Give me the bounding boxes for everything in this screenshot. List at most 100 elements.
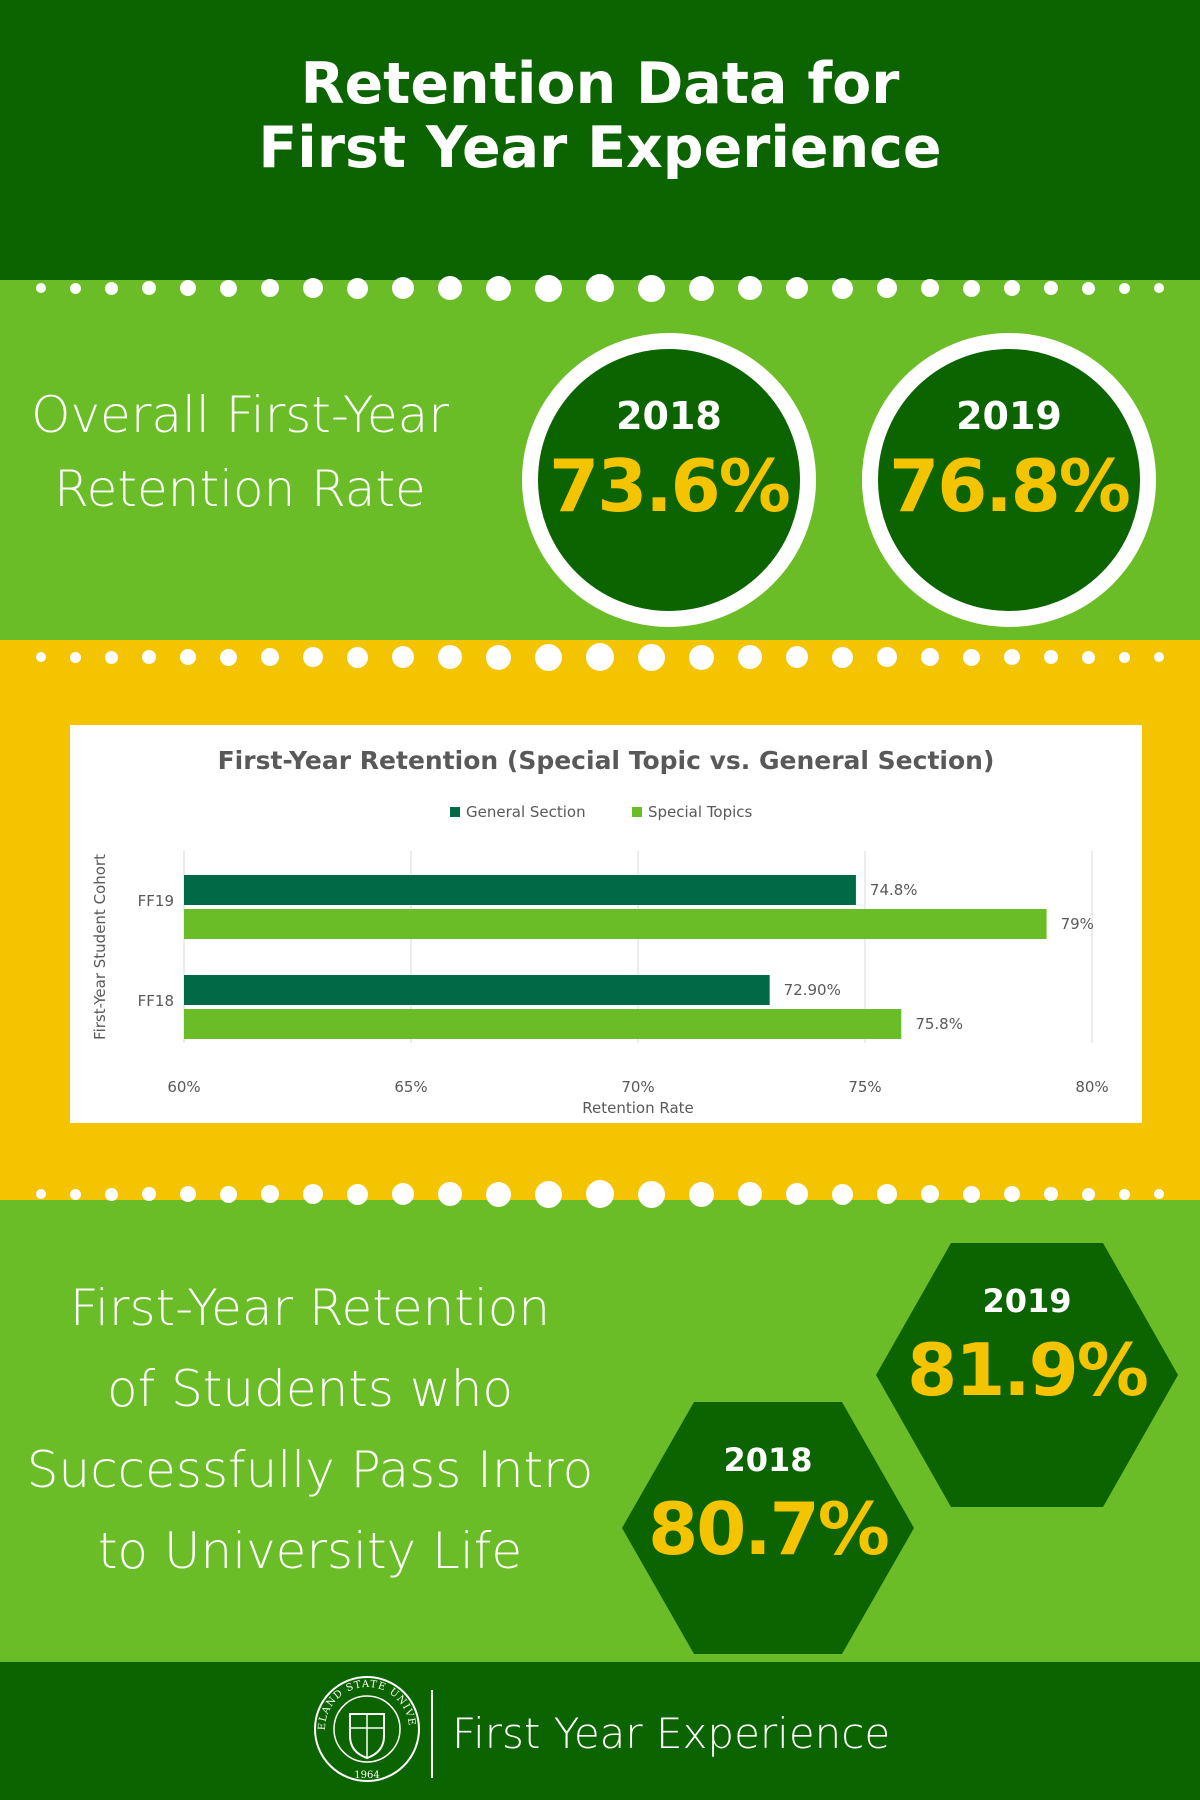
y-tick-label: FF19 <box>138 892 174 910</box>
divider-dot <box>832 277 853 299</box>
divider-dot <box>586 643 614 671</box>
hexagon-text-2019: 2019 81.9% <box>876 1282 1178 1412</box>
divider-dot <box>1082 281 1095 295</box>
stat-value: 73.6% <box>549 444 791 528</box>
divider-dot <box>921 1185 939 1203</box>
data-label: 72.90% <box>784 981 841 999</box>
divider-dot <box>261 279 279 297</box>
divider-dot <box>438 1182 462 1206</box>
page-title: Retention Data for First Year Experience <box>0 52 1200 180</box>
divider-dot <box>786 277 808 299</box>
university-seal-icon: CLEVELAND STATE UNIVERSITY 1964 <box>312 1674 420 1782</box>
data-label: 75.8% <box>915 1015 963 1033</box>
intro-label-line-1: First-Year Retention <box>69 1279 551 1337</box>
divider-dot <box>180 649 196 665</box>
divider-dot <box>963 279 980 297</box>
divider-dot <box>638 274 665 302</box>
divider-dot <box>738 276 762 300</box>
divider-dot <box>1044 650 1058 664</box>
divider-dot <box>36 652 46 662</box>
divider-dot <box>586 274 614 302</box>
intro-label-line-4: to University Life <box>97 1522 523 1580</box>
y-axis-title: First-Year Student Cohort <box>91 854 109 1040</box>
divider-dot <box>220 1185 237 1203</box>
data-label: 79% <box>1061 915 1094 933</box>
divider-dot <box>392 277 414 299</box>
divider-dot <box>1119 651 1130 663</box>
x-tick-label: 75% <box>848 1078 881 1096</box>
divider-dot <box>70 1188 81 1200</box>
legend-swatch <box>632 807 642 817</box>
title-line-1: Retention Data for <box>300 51 900 117</box>
divider-dot <box>303 278 323 298</box>
bar <box>184 909 1047 939</box>
hexagon-text-2018: 2018 80.7% <box>622 1441 914 1571</box>
divider-dot <box>180 1186 196 1202</box>
divider-dot <box>36 283 46 293</box>
header-banner: Retention Data for First Year Experience <box>0 0 1200 280</box>
hexagon-shape <box>876 1243 1178 1507</box>
intro-label-line-3: Successfully Pass Intro <box>26 1441 594 1499</box>
divider-dot <box>261 648 279 666</box>
divider-dot <box>36 1189 46 1199</box>
data-label: 74.8% <box>870 881 918 899</box>
legend-swatch <box>450 807 460 817</box>
x-axis-title: Retention Rate <box>582 1099 694 1117</box>
intro-retention-label: First-Year Retention of Students who Suc… <box>0 1268 620 1592</box>
divider-dot <box>877 647 897 667</box>
divider-dot <box>303 1184 323 1204</box>
retention-bar-chart: First-Year Retention (Special Topic vs. … <box>91 746 1109 1117</box>
divider-dot <box>877 278 897 298</box>
overall-label-line-1: Overall First-Year <box>31 386 449 444</box>
x-tick-label: 80% <box>1075 1078 1108 1096</box>
stat-year: 2018 <box>723 1441 813 1479</box>
stat-value: 81.9% <box>907 1328 1149 1412</box>
divider-dot <box>1119 1188 1130 1200</box>
bar <box>184 975 770 1005</box>
divider-dot <box>347 1183 368 1205</box>
x-tick-label: 60% <box>167 1078 200 1096</box>
divider-dot <box>1154 283 1164 293</box>
divider-dot <box>220 279 237 297</box>
divider-dot <box>535 1180 562 1208</box>
footer-bar <box>0 1662 1200 1800</box>
divider-dot <box>535 643 562 671</box>
divider-dot <box>1119 282 1130 294</box>
divider-dot <box>738 645 762 669</box>
divider-dot <box>70 651 81 663</box>
legend-label: General Section <box>466 803 586 821</box>
bar <box>184 1009 902 1039</box>
divider-dot <box>921 279 939 297</box>
divider-dot <box>142 1187 156 1201</box>
divider-dot <box>70 282 81 294</box>
stat-circle-2018: 2018 73.6% <box>522 333 816 627</box>
stat-hexagon-2019 <box>876 1243 1178 1507</box>
svg-text:CLEVELAND STATE UNIVERSITY: CLEVELAND STATE UNIVERSITY <box>312 1674 417 1731</box>
divider-dot <box>180 280 196 296</box>
divider-dot <box>1044 281 1058 295</box>
footer-divider <box>431 1690 433 1778</box>
bar <box>184 875 856 905</box>
divider-dot <box>105 1187 118 1201</box>
intro-label-line-2: of Students who <box>106 1360 514 1418</box>
program-name: First Year Experience <box>452 1709 891 1758</box>
divider-dot <box>786 1183 808 1205</box>
divider-dot <box>638 1180 665 1208</box>
stat-value: 76.8% <box>889 444 1131 528</box>
divider-dot <box>303 647 323 667</box>
divider-dot <box>738 1182 762 1206</box>
divider-dot <box>486 275 511 301</box>
divider-dot <box>261 1185 279 1203</box>
divider-dot <box>347 646 368 668</box>
hexagon-shape <box>622 1402 914 1654</box>
divider-dot <box>832 646 853 668</box>
divider-dot <box>1004 1186 1020 1202</box>
divider-dot <box>1082 650 1095 664</box>
divider-dot <box>1154 1189 1164 1199</box>
dot-divider-middle <box>0 637 1200 677</box>
divider-dot <box>1004 280 1020 296</box>
divider-dot <box>220 648 237 666</box>
stat-year: 2019 <box>982 1282 1072 1320</box>
divider-dot <box>486 644 511 670</box>
